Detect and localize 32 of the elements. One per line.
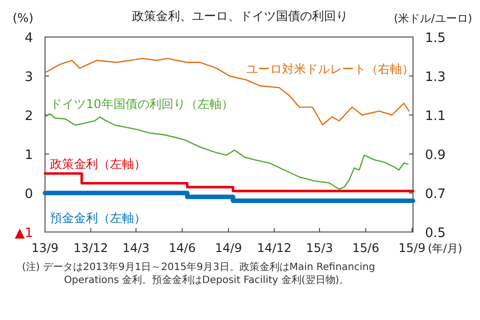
y2-tick-label: 0.5 — [425, 226, 446, 241]
x-axis-title: (年/月) — [428, 242, 462, 255]
x-tick-label: 15/6 — [352, 241, 380, 255]
y2-tick-label: 0.7 — [425, 187, 446, 202]
line-series — [45, 113, 409, 190]
x-tick-label: 13/9 — [32, 241, 58, 255]
y-axis-title: (%) — [12, 11, 34, 25]
x-tick-label: 14/12 — [256, 241, 292, 255]
x-tick-label: 13/12 — [73, 241, 108, 255]
y2-axis-title: (米ドル/ユーロ) — [394, 12, 472, 25]
series-label: 政策金利（左軸） — [50, 157, 146, 171]
series-label: 預金金利（左軸） — [50, 211, 146, 225]
x-tick-label: 15/9 — [398, 241, 426, 255]
y2-tick-label: 1.1 — [425, 109, 446, 124]
text: (注) データは2013年9月1日～2015年9月3日。政策金利はMain Refinancing Operations 金利。預金金利はDeposit Facility 金利(翌日物)。 — [22, 261, 376, 287]
x-tick-label: 15/3 — [306, 241, 333, 255]
y2-tick-label: 0.9 — [425, 148, 446, 163]
series-label: ユーロ対米ドルレート（右軸） — [246, 62, 414, 76]
x-tick-label: 14/9 — [215, 241, 242, 255]
y-tick-label: 3 — [24, 70, 33, 85]
y-tick-label: 2 — [24, 109, 33, 124]
y-tick-label: ▲1 — [14, 226, 33, 241]
y-tick-label: 1 — [24, 148, 33, 163]
y2-tick-label: 1.5 — [425, 31, 446, 46]
x-tick-label: 14/3 — [122, 241, 150, 255]
y-tick-label: 4 — [24, 31, 33, 46]
x-tick-label: 14/6 — [168, 241, 196, 255]
series-label: ドイツ10年国債の利回り（左軸） — [50, 97, 234, 111]
y-tick-label: 0 — [24, 187, 33, 202]
line-series — [45, 58, 410, 126]
chart-title: 政策金利、ユーロ、ドイツ国債の利回り — [132, 9, 348, 23]
y2-tick-label: 1.3 — [425, 70, 446, 85]
